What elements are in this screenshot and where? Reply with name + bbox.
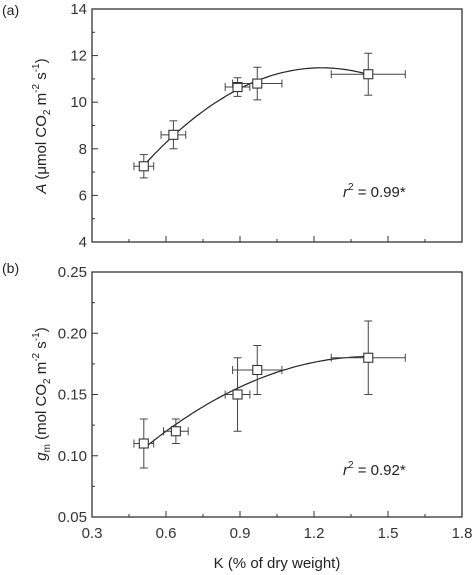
a-y-tick-label: 12 bbox=[70, 48, 87, 65]
a-y-tick-label: 10 bbox=[70, 94, 87, 111]
a-data-point bbox=[224, 77, 251, 97]
a-y-tick-label: 8 bbox=[79, 141, 87, 158]
b-data-point bbox=[224, 357, 251, 432]
a-square-marker bbox=[138, 161, 149, 172]
panel-b-x-axis-title: K (% of dry weight) bbox=[214, 555, 341, 572]
b-x-tick-label: 0.3 bbox=[82, 525, 103, 542]
a-square-marker bbox=[252, 78, 263, 89]
b-data-point bbox=[232, 345, 283, 395]
b-y-tick-label: 0.05 bbox=[58, 509, 87, 526]
panel-a-label: (a) bbox=[2, 2, 19, 18]
b-data-point bbox=[163, 418, 189, 444]
panel-a-y-axis-title: A(μmol CO2 m-2 s-1) bbox=[31, 58, 53, 194]
b-square-marker bbox=[138, 438, 149, 449]
panel-a-ticks bbox=[91, 8, 463, 243]
panel-a: (a) 4 6 8 10 12 14 r2 = 0.99* A(μmol CO2 m-2 … bbox=[2, 1, 463, 251]
panel-b-ticks bbox=[91, 271, 463, 518]
a-square-marker bbox=[363, 69, 374, 80]
b-y-tick-label: 0.10 bbox=[58, 448, 87, 465]
a-y-tick-label: 4 bbox=[79, 234, 87, 251]
b-y-tick-label: 0.25 bbox=[58, 264, 87, 281]
panel-b: (b) 0.05 0.10 0.15 0.20 0.25 0.3 0.6 0.9 1.2 1.5… bbox=[2, 260, 472, 572]
panel-a-plot-frame bbox=[91, 8, 463, 243]
b-data-point bbox=[133, 418, 155, 469]
b-data-point bbox=[330, 320, 406, 395]
b-x-tick-label: 1.5 bbox=[378, 525, 399, 542]
a-square-marker bbox=[168, 129, 179, 140]
a-y-tick-label: 6 bbox=[79, 187, 87, 204]
panel-a-r-squared: r2 = 0.99* bbox=[343, 182, 406, 201]
b-y-tick-label: 0.15 bbox=[58, 387, 87, 404]
panel-b-plot-frame bbox=[91, 271, 463, 518]
b-x-tick-label: 1.2 bbox=[304, 525, 325, 542]
b-x-tick-label: 0.9 bbox=[230, 525, 251, 542]
a-data-point bbox=[160, 120, 187, 150]
b-square-marker bbox=[170, 426, 181, 437]
a-data-point bbox=[133, 154, 155, 179]
panel-b-y-tick-labels: 0.05 0.10 0.15 0.20 0.25 bbox=[58, 264, 87, 526]
b-x-tick-label: 0.6 bbox=[156, 525, 177, 542]
panel-a-y-tick-labels: 4 6 8 10 12 14 bbox=[70, 1, 87, 251]
b-x-tick-label: 1.8 bbox=[452, 525, 473, 542]
panel-b-data-points bbox=[133, 320, 406, 469]
panel-b-x-tick-labels: 0.3 0.6 0.9 1.2 1.5 1.8 bbox=[82, 525, 473, 542]
panel-b-r-squared: r2 = 0.92* bbox=[343, 460, 406, 479]
b-square-marker bbox=[232, 389, 243, 400]
b-square-marker bbox=[252, 364, 263, 376]
a-y-tick-label: 14 bbox=[70, 1, 87, 18]
b-square-marker bbox=[363, 352, 374, 363]
a-data-point bbox=[330, 52, 406, 96]
panel-b-y-axis-title: gm (mol CO2 m-2 s-1) bbox=[31, 327, 53, 460]
panel-b-label: (b) bbox=[2, 260, 19, 276]
b-y-tick-label: 0.20 bbox=[58, 325, 87, 342]
a-data-point bbox=[232, 66, 283, 101]
panel-a-data-points bbox=[133, 52, 406, 179]
